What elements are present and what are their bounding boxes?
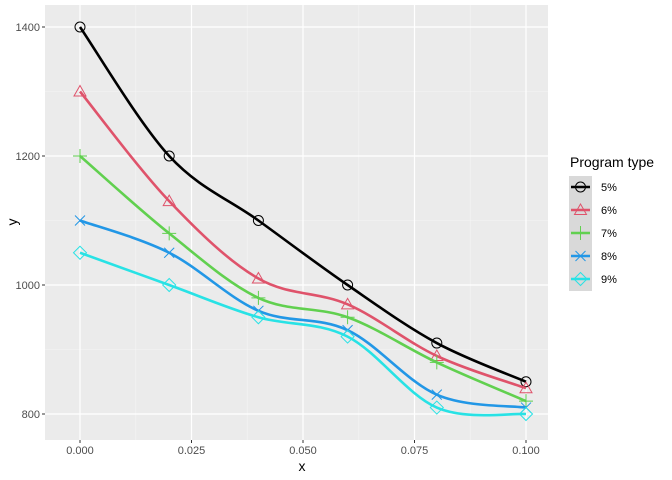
diamond-marker (72, 245, 88, 260)
diamond-marker (518, 406, 534, 422)
series-line (78, 26, 527, 383)
triangle-marker (162, 194, 177, 207)
triangle-marker (519, 381, 533, 394)
x-tick-label: 0.100 (512, 445, 540, 457)
y-tick-label: 1200 (16, 151, 40, 163)
circle-marker (431, 337, 443, 349)
triangle-marker (340, 297, 355, 310)
circle-marker (342, 279, 354, 291)
x-tick-label: 0.025 (178, 445, 206, 457)
diamond-marker (161, 277, 177, 293)
series-line (79, 219, 527, 409)
y-tick-label: 1000 (16, 280, 40, 292)
cross-marker (431, 389, 443, 401)
series-line (78, 90, 527, 390)
plus-marker (251, 290, 266, 305)
triangle-marker (251, 271, 266, 284)
plus-marker (162, 226, 177, 241)
plus-marker (340, 310, 355, 325)
legend-label: 7% (601, 228, 617, 240)
series-layer (72, 21, 534, 422)
legend-label: 9% (601, 274, 617, 286)
series-line (79, 155, 527, 403)
plus-marker (573, 226, 588, 240)
legend: 5% 6% 7% 8% 9% (569, 176, 617, 291)
legend-label: 6% (601, 205, 617, 217)
cross-marker (74, 215, 86, 226)
x-tick-label: 0.050 (289, 445, 317, 457)
cross-marker (575, 250, 586, 262)
triangle-marker (573, 202, 588, 215)
x-axis-label: x (299, 458, 306, 474)
diamond-marker (340, 329, 355, 344)
diamond-marker (251, 310, 266, 325)
series-5% (74, 21, 532, 388)
plus-marker (519, 394, 533, 409)
circle-marker (520, 376, 532, 388)
legend-title: Program type (570, 154, 654, 170)
y-tick-label: 800 (22, 409, 40, 421)
cross-marker (163, 247, 175, 259)
series-line (79, 251, 527, 417)
series-7% (73, 149, 533, 409)
circle-marker (252, 215, 264, 226)
diamond-marker (429, 400, 445, 415)
plus-marker (73, 149, 87, 163)
plus-marker (429, 355, 444, 370)
legend-label: 5% (601, 182, 617, 194)
x-tick-label: 0.075 (401, 445, 429, 457)
circle-marker (575, 181, 586, 193)
series-9% (72, 245, 534, 422)
y-tick-label: 1400 (16, 22, 40, 34)
tick-labels: 0.000 0.025 0.050 0.075 0.100 800 1000 1200 1400 (16, 22, 540, 457)
circle-marker (74, 21, 86, 33)
circle-marker (163, 150, 175, 162)
y-axis-label: y (4, 219, 20, 226)
legend-label: 8% (601, 251, 617, 263)
diamond-marker (573, 271, 588, 287)
triangle-marker (73, 84, 87, 97)
plot-panel (45, 5, 548, 440)
x-tick-label: 0.000 (66, 445, 94, 457)
